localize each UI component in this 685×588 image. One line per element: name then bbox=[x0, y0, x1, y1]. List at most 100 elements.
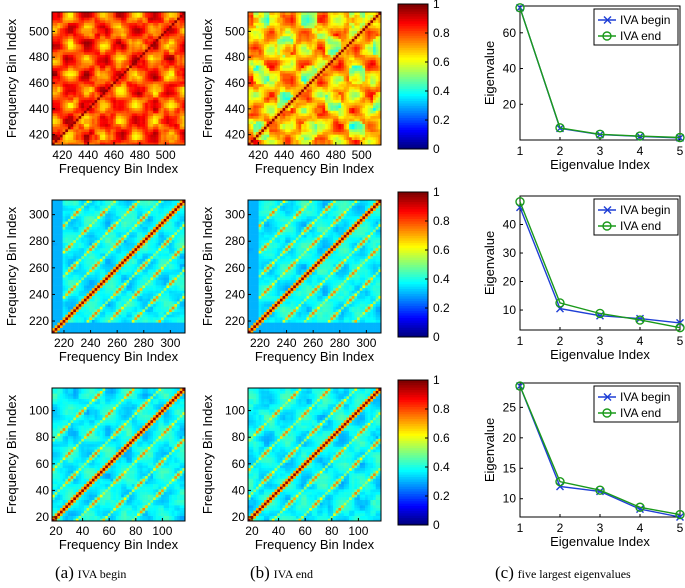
y-tick-label: 440 bbox=[29, 102, 49, 116]
x-tick-label: 5 bbox=[677, 144, 684, 158]
point-marker-o bbox=[515, 197, 525, 207]
y-axis-label: Frequency Bin Index bbox=[4, 394, 19, 514]
x-tick-label: 220 bbox=[54, 336, 74, 350]
caption-a-letter: (a) bbox=[55, 563, 74, 582]
caption-c-letter: (c) bbox=[495, 563, 514, 582]
x-tick-label: 480 bbox=[130, 148, 150, 162]
point-marker-x bbox=[516, 3, 524, 12]
y-tick-label: 300 bbox=[29, 208, 49, 222]
point-marker-o bbox=[675, 132, 685, 143]
colorbar-tick-label: 0.8 bbox=[433, 214, 450, 228]
x-tick-label: 1 bbox=[517, 144, 524, 158]
x-tick-label: 480 bbox=[326, 148, 346, 162]
colorbar-tick-label: 0.2 bbox=[433, 489, 450, 503]
y-axis-label: Frequency Bin Index bbox=[200, 206, 215, 326]
point-marker-o bbox=[635, 315, 645, 325]
y-tick-label: 260 bbox=[29, 261, 49, 275]
y-tick-label: 260 bbox=[225, 261, 245, 275]
legend-label: IVA begin bbox=[620, 203, 670, 217]
x-tick-label: 300 bbox=[356, 336, 376, 350]
colorbar-tick-label: 0.2 bbox=[433, 113, 450, 127]
colorbar-tick-label: 0 bbox=[433, 518, 440, 532]
x-tick-label: 100 bbox=[152, 524, 172, 538]
colorbar-row-3: 0 0.2 0.4 0.6 0.8 1 bbox=[397, 373, 450, 532]
point-marker-o bbox=[635, 502, 645, 512]
point-marker-o bbox=[515, 3, 525, 13]
point-marker-o bbox=[675, 323, 685, 333]
x-tick-label: 2 bbox=[557, 521, 564, 535]
caption-b: (b) IVA end bbox=[250, 563, 313, 583]
heatmap-frame bbox=[51, 387, 186, 522]
x-tick-label: 240 bbox=[81, 336, 101, 350]
colorbar-row-2: 0 0.2 0.4 0.6 0.8 1 bbox=[397, 185, 450, 344]
y-tick-label: 80 bbox=[232, 430, 246, 444]
y-tick-label: 440 bbox=[225, 102, 245, 116]
x-axis-label: Frequency Bin Index bbox=[255, 161, 375, 176]
x-tick-label: 4 bbox=[637, 521, 644, 535]
y-tick-label: 60 bbox=[232, 457, 246, 471]
y-axis-label: Frequency Bin Index bbox=[200, 18, 215, 138]
y-tick-label: 460 bbox=[225, 76, 245, 90]
point-marker-o bbox=[555, 476, 565, 487]
y-tick-label: 280 bbox=[29, 234, 49, 248]
colorbar-tick-label: 1 bbox=[433, 185, 440, 199]
x-axis-label: Frequency Bin Index bbox=[255, 349, 375, 364]
series-line-o bbox=[519, 7, 681, 139]
point-marker-o bbox=[595, 129, 605, 139]
y-tick-label: 480 bbox=[225, 50, 245, 64]
y-tick-label: 40 bbox=[232, 483, 246, 497]
colorbar-frame bbox=[397, 379, 429, 526]
colorbar-tick-label: 0.2 bbox=[433, 301, 450, 315]
heatmap-iva-end-row-2: 220220240240260260280280300300Frequency … bbox=[200, 199, 382, 364]
y-tick-label: 20 bbox=[232, 510, 246, 524]
eigen-chart-row-2: 1 2 3 4 5 10 20 30 40 Eigenvalue Index Eigenvalue I… bbox=[482, 195, 685, 362]
heatmap-iva-begin-row-2: 220220240240260260280280300300Frequency … bbox=[4, 199, 186, 364]
x-axis-label: Eigenvalue Index bbox=[550, 534, 650, 549]
y-tick-label: 100 bbox=[29, 404, 49, 418]
caption-a-text: IVA begin bbox=[77, 567, 127, 581]
y-axis-label: Frequency Bin Index bbox=[4, 18, 19, 138]
y-tick-label: 60 bbox=[503, 26, 517, 40]
y-tick-label: 40 bbox=[503, 62, 517, 76]
x-axis-label: Frequency Bin Index bbox=[255, 537, 375, 552]
y-axis-label: Frequency Bin Index bbox=[4, 206, 19, 326]
y-tick-label: 240 bbox=[29, 287, 49, 301]
colorbar-tick-label: 0.6 bbox=[433, 243, 450, 257]
x-tick-label: 300 bbox=[160, 336, 180, 350]
x-tick-label: 60 bbox=[299, 524, 313, 538]
x-axis-label: Eigenvalue Index bbox=[550, 347, 650, 362]
y-axis-label: Eigenvalue bbox=[482, 418, 497, 482]
x-tick-label: 3 bbox=[597, 334, 604, 348]
colorbar-tick-label: 0.4 bbox=[433, 272, 450, 286]
x-tick-label: 1 bbox=[517, 521, 524, 535]
x-tick-label: 440 bbox=[274, 148, 294, 162]
colorbar-frame bbox=[397, 191, 429, 338]
y-tick-label: 30 bbox=[503, 246, 517, 260]
legend-label: IVA end bbox=[620, 29, 661, 43]
series-line-o bbox=[519, 385, 681, 516]
y-tick-label: 240 bbox=[225, 287, 245, 301]
heatmap-frame bbox=[247, 387, 382, 522]
eigen-chart-row-3: 1 2 3 4 5 10 15 20 25 Eigenvalue Index Eigenvalue I… bbox=[482, 381, 685, 549]
y-tick-label: 280 bbox=[225, 234, 245, 248]
x-tick-label: 280 bbox=[134, 336, 154, 350]
point-marker-o bbox=[555, 123, 565, 133]
y-tick-label: 500 bbox=[225, 24, 245, 38]
legend-box bbox=[593, 8, 679, 46]
y-tick-label: 480 bbox=[29, 50, 49, 64]
legend-label: IVA begin bbox=[620, 390, 670, 404]
legend: IVA begin IVA end bbox=[593, 198, 679, 236]
y-tick-label: 80 bbox=[36, 430, 50, 444]
colorbar-tick-label: 0.6 bbox=[433, 55, 450, 69]
colorbar-tick-label: 0.6 bbox=[433, 431, 450, 445]
y-axis-label: Eigenvalue bbox=[482, 41, 497, 105]
colorbar-tick-label: 0.4 bbox=[433, 84, 450, 98]
y-tick-label: 10 bbox=[503, 492, 517, 506]
y-tick-label: 20 bbox=[503, 97, 517, 111]
legend-label: IVA end bbox=[620, 406, 661, 420]
caption-c-text: five largest eigenvalues bbox=[517, 567, 631, 581]
point-marker-o bbox=[635, 131, 645, 141]
y-tick-label: 500 bbox=[29, 24, 49, 38]
